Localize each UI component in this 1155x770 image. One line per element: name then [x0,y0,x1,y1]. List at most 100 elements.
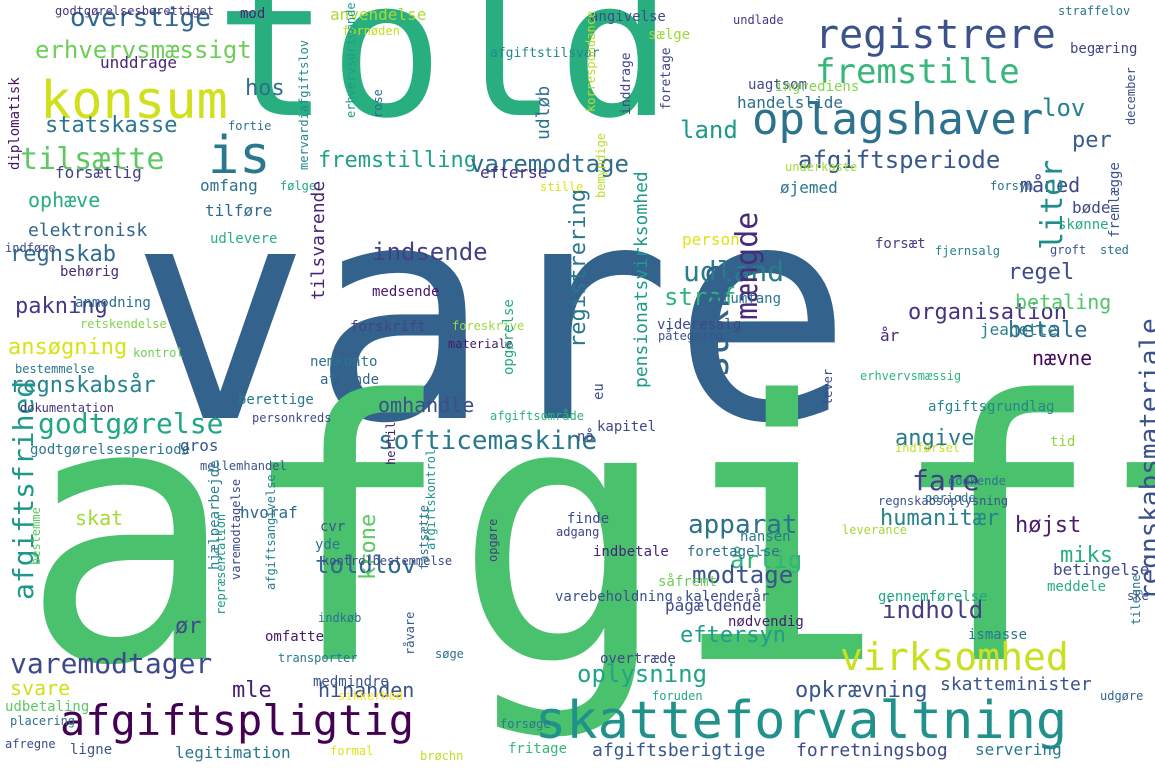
cloud-word: hvoraf [240,503,298,522]
cloud-word: afgiftspligtig [60,696,415,745]
cloud-word: omfatte [265,629,325,645]
cloud-word: betale [1008,318,1088,343]
cloud-word: statskasse [45,113,178,138]
cloud-word: betaling [1015,290,1112,314]
cloud-word: angivelse [590,9,666,25]
cloud-word: ansøgning [8,335,128,360]
cloud-word: måned [1020,173,1081,197]
cloud-word: afgiftsperiode [798,146,1001,174]
cloud-word: hertil [384,421,398,465]
cloud-word: lever [821,368,835,405]
cloud-word: inddrage [619,52,634,115]
cloud-word: eftersyn [680,623,786,648]
cloud-word: udbetaling [5,699,90,715]
cloud-word: sted [1100,243,1129,257]
cloud-word: ligne [70,742,113,758]
cloud-word: angive [895,426,975,451]
cloud-word: udgøre [1100,689,1144,703]
cloud-word: tilsætte [20,142,165,177]
cloud-word: elektronisk [28,220,148,241]
cloud-word: nå [577,429,594,445]
cloud-word: ske [1127,589,1149,603]
cloud-word: nævne [1032,346,1093,370]
cloud-word: anvendelse [330,5,427,24]
cloud-word: udland [683,255,785,288]
cloud-word: formal [330,744,374,758]
cloud-word: forsæt [875,236,926,252]
cloud-word: afgift [20,325,1155,744]
cloud-word: højst [1015,513,1082,538]
cloud-word: såfremt [658,574,718,590]
cloud-word: indbetale [593,544,669,560]
cloud-word: konsum [40,71,228,131]
cloud-word: fare [912,464,980,497]
cloud-word: godkende [948,474,1006,488]
cloud-word: år [880,326,900,345]
cloud-word: indsende [372,238,488,266]
cloud-word: fornøden [342,24,400,38]
cloud-word: periode [925,491,976,505]
cloud-word: placering [10,714,76,728]
cloud-word: afgiftstilsvar [490,46,600,61]
cloud-word: overstige [70,3,211,33]
cloud-word: organisation [908,300,1067,325]
cloud-word: groft [1050,243,1087,257]
cloud-word: afgiftsgrundlag [928,399,1055,415]
cloud-word: sikkerhed [338,689,404,703]
cloud-word: efterse [480,163,548,182]
cloud-word: opgøre [486,518,500,562]
cloud-word: oplysning [577,660,708,688]
cloud-word: afgiftsområde [490,409,584,423]
cloud-word: afgiftsberigtige [592,740,766,761]
cloud-word: udlevere [210,231,278,247]
cloud-word: regel [1008,260,1075,285]
cloud-word: tid [1050,434,1076,450]
cloud-word: finde [567,511,610,527]
cloud-word: begæring [1070,41,1138,57]
cloud-word: godtgørelse [38,407,224,440]
cloud-word: dokumentation [20,401,114,415]
cloud-word: svare [10,676,71,700]
cloud-word: transporter [278,651,358,665]
cloud-word: yde [315,537,341,553]
cloud-word: kontrolbestemmelse [322,554,453,568]
cloud-word: betingelse [1053,560,1150,579]
cloud-word: registrere [815,12,1056,58]
cloud-word: modtage [692,561,794,589]
cloud-word: erhvervsdrivende [344,2,358,118]
cloud-word: december [1124,67,1138,125]
cloud-word: hansen [740,529,791,545]
cloud-word: indførsel [895,441,961,455]
cloud-word: per [1072,128,1112,153]
cloud-word: skat [75,506,124,530]
cloud-word: regnskabsmateriale [1135,318,1155,600]
cloud-word: mervardiafgiftslov [297,39,311,170]
cloud-word: fastsætte [417,504,431,570]
cloud-word: udløb [533,85,554,140]
cloud-word: humanitær [880,506,1000,531]
cloud-word: softicemaskine [378,426,598,456]
cloud-word: jeanette [980,320,1058,339]
cloud-word: afgiftsangivelse [264,474,278,590]
cloud-word: indføre [5,241,56,255]
cloud-word: mod [240,6,266,22]
cloud-word: land [680,116,738,144]
cloud-word: overtræde [600,651,676,667]
cloud-word: pågældende [665,596,762,615]
cloud-word: repræsentation [214,513,228,615]
cloud-word: servering [975,740,1062,759]
cloud-word: pensionatsvirksomhed [631,171,652,388]
cloud-word: fritage [508,741,568,757]
cloud-word: råvare [403,611,417,655]
cloud-word: cvr [320,519,346,535]
cloud-word: person [682,230,740,249]
cloud-word: følge [280,179,317,193]
cloud-word: virksomhed [840,635,1069,679]
cloud-word: unddrage [100,53,178,72]
cloud-word: øjemed [780,178,838,197]
cloud-word: fortie [228,119,272,133]
cloud-word: bøde [1072,198,1111,217]
cloud-word: hinanden [318,678,415,702]
cloud-word: kontrol [133,346,184,360]
cloud-word: erhvervsmæssig [860,369,962,383]
